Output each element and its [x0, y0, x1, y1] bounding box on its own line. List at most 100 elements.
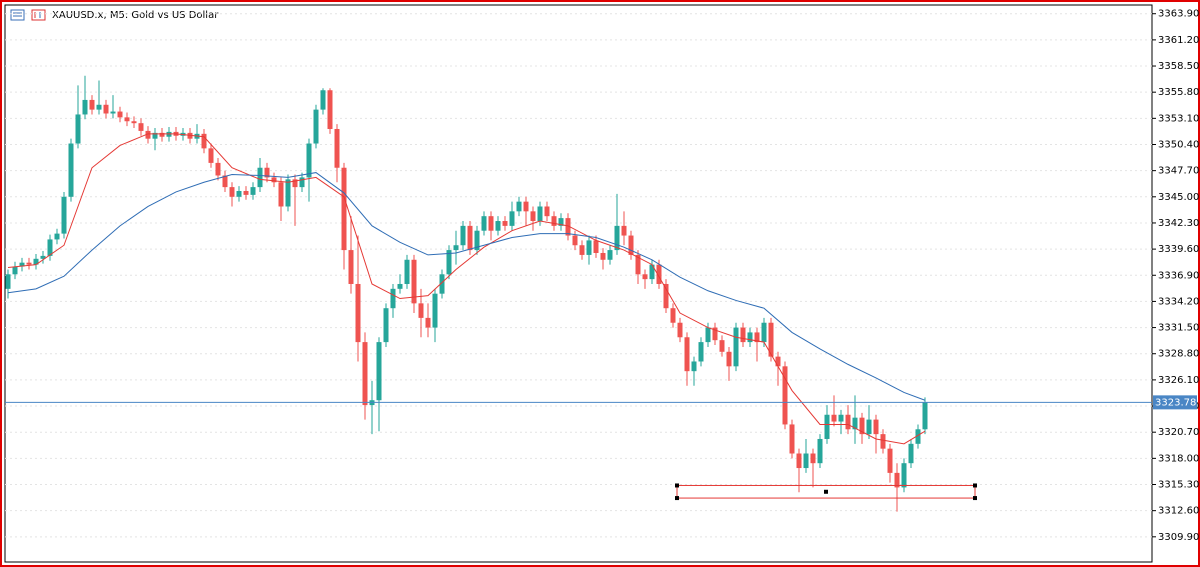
candle-body	[691, 361, 697, 372]
candle-body	[411, 259, 417, 304]
y-tick-label: 3334.20	[1158, 296, 1199, 307]
candle-body	[712, 327, 718, 341]
candle-body	[89, 99, 95, 110]
y-tick-label: 3309.90	[1158, 532, 1199, 543]
y-tick-label: 3315.30	[1158, 480, 1199, 491]
candle-body	[621, 225, 627, 236]
candle-body	[320, 90, 326, 110]
candle-body	[726, 351, 732, 367]
candle-body	[775, 356, 781, 367]
chart-title: XAUUSD.x, M5: Gold vs US Dollar	[52, 10, 219, 21]
y-tick-label: 3339.60	[1158, 244, 1199, 255]
zone-handle	[973, 496, 977, 501]
zone-handle	[973, 483, 977, 488]
candle-body	[796, 453, 802, 469]
zone-handle	[675, 483, 679, 488]
y-tick-label: 3358.50	[1158, 61, 1199, 72]
candle-body	[306, 143, 312, 178]
candle-body	[901, 463, 907, 488]
candle-body	[33, 258, 39, 265]
candle-body	[75, 114, 81, 144]
candle-body	[138, 123, 144, 131]
candle-body	[110, 111, 116, 114]
y-tick-label: 3361.20	[1158, 35, 1199, 46]
candle-body	[698, 342, 704, 362]
price-label: 3323.78	[1155, 397, 1196, 408]
candle-body	[537, 206, 543, 222]
price-label-box	[1153, 395, 1197, 410]
candle-body	[873, 419, 879, 435]
y-tick-label: 3331.50	[1158, 323, 1199, 334]
candle-body	[327, 90, 333, 129]
candle-body	[565, 218, 571, 236]
candle-body	[880, 434, 886, 449]
candle-body	[635, 254, 641, 275]
candle-body	[572, 235, 578, 246]
candle-body	[502, 221, 508, 226]
candle-body	[530, 211, 536, 222]
candle-body	[47, 239, 53, 256]
candle-body	[82, 99, 88, 115]
candle-body	[271, 177, 277, 183]
candle-body	[684, 337, 690, 372]
candle-body	[264, 167, 270, 178]
candle-body	[803, 453, 809, 469]
candle-body	[285, 179, 291, 207]
y-tick-label: 3353.10	[1158, 113, 1199, 124]
candle-body	[586, 240, 592, 255]
candle-body	[236, 190, 242, 197]
candle-body	[782, 366, 788, 425]
candle-body	[292, 179, 298, 188]
candle-body	[278, 182, 284, 207]
candle-body	[54, 233, 60, 240]
candle-body	[705, 327, 711, 343]
candle-body	[649, 264, 655, 280]
candle-body	[593, 240, 599, 253]
candle-body	[124, 117, 130, 122]
candle-body	[334, 128, 340, 168]
candle-body	[859, 417, 865, 435]
candle-body	[614, 225, 620, 251]
candle-body	[40, 255, 46, 259]
candle-body	[117, 111, 123, 118]
candle-body	[719, 340, 725, 352]
candle-body	[754, 332, 760, 343]
candle-body	[663, 283, 669, 309]
candle-body	[61, 196, 67, 234]
candle-body	[628, 235, 634, 255]
candle-body	[313, 109, 319, 144]
candle-body	[558, 218, 564, 226]
candle-body	[145, 130, 151, 139]
candle-body	[516, 201, 522, 212]
candle-body	[642, 274, 648, 280]
candle-body	[362, 342, 368, 406]
moving-average-line	[7, 133, 926, 445]
candle-body	[383, 308, 389, 343]
candle-body	[838, 414, 844, 422]
candle-body	[495, 221, 501, 231]
y-tick-label: 3342.30	[1158, 218, 1199, 229]
candle-body	[257, 167, 263, 188]
y-tick-label: 3347.70	[1158, 166, 1199, 177]
candle-body	[250, 187, 256, 195]
candle-body	[670, 308, 676, 323]
candle-body	[887, 448, 893, 473]
candle-body	[425, 317, 431, 328]
icon-list	[10, 9, 25, 21]
candle-body	[439, 274, 445, 294]
candle-body	[390, 288, 396, 309]
zone-handle	[675, 496, 679, 501]
candle-body	[740, 327, 746, 343]
candle-body	[852, 417, 858, 430]
zone-handle	[824, 489, 828, 494]
candle-body	[607, 250, 613, 260]
candle-body	[474, 230, 480, 251]
candle-body	[656, 264, 662, 284]
candle-body	[348, 250, 354, 284]
candle-body	[299, 177, 305, 188]
candle-body	[509, 211, 515, 226]
candle-body	[453, 245, 459, 251]
